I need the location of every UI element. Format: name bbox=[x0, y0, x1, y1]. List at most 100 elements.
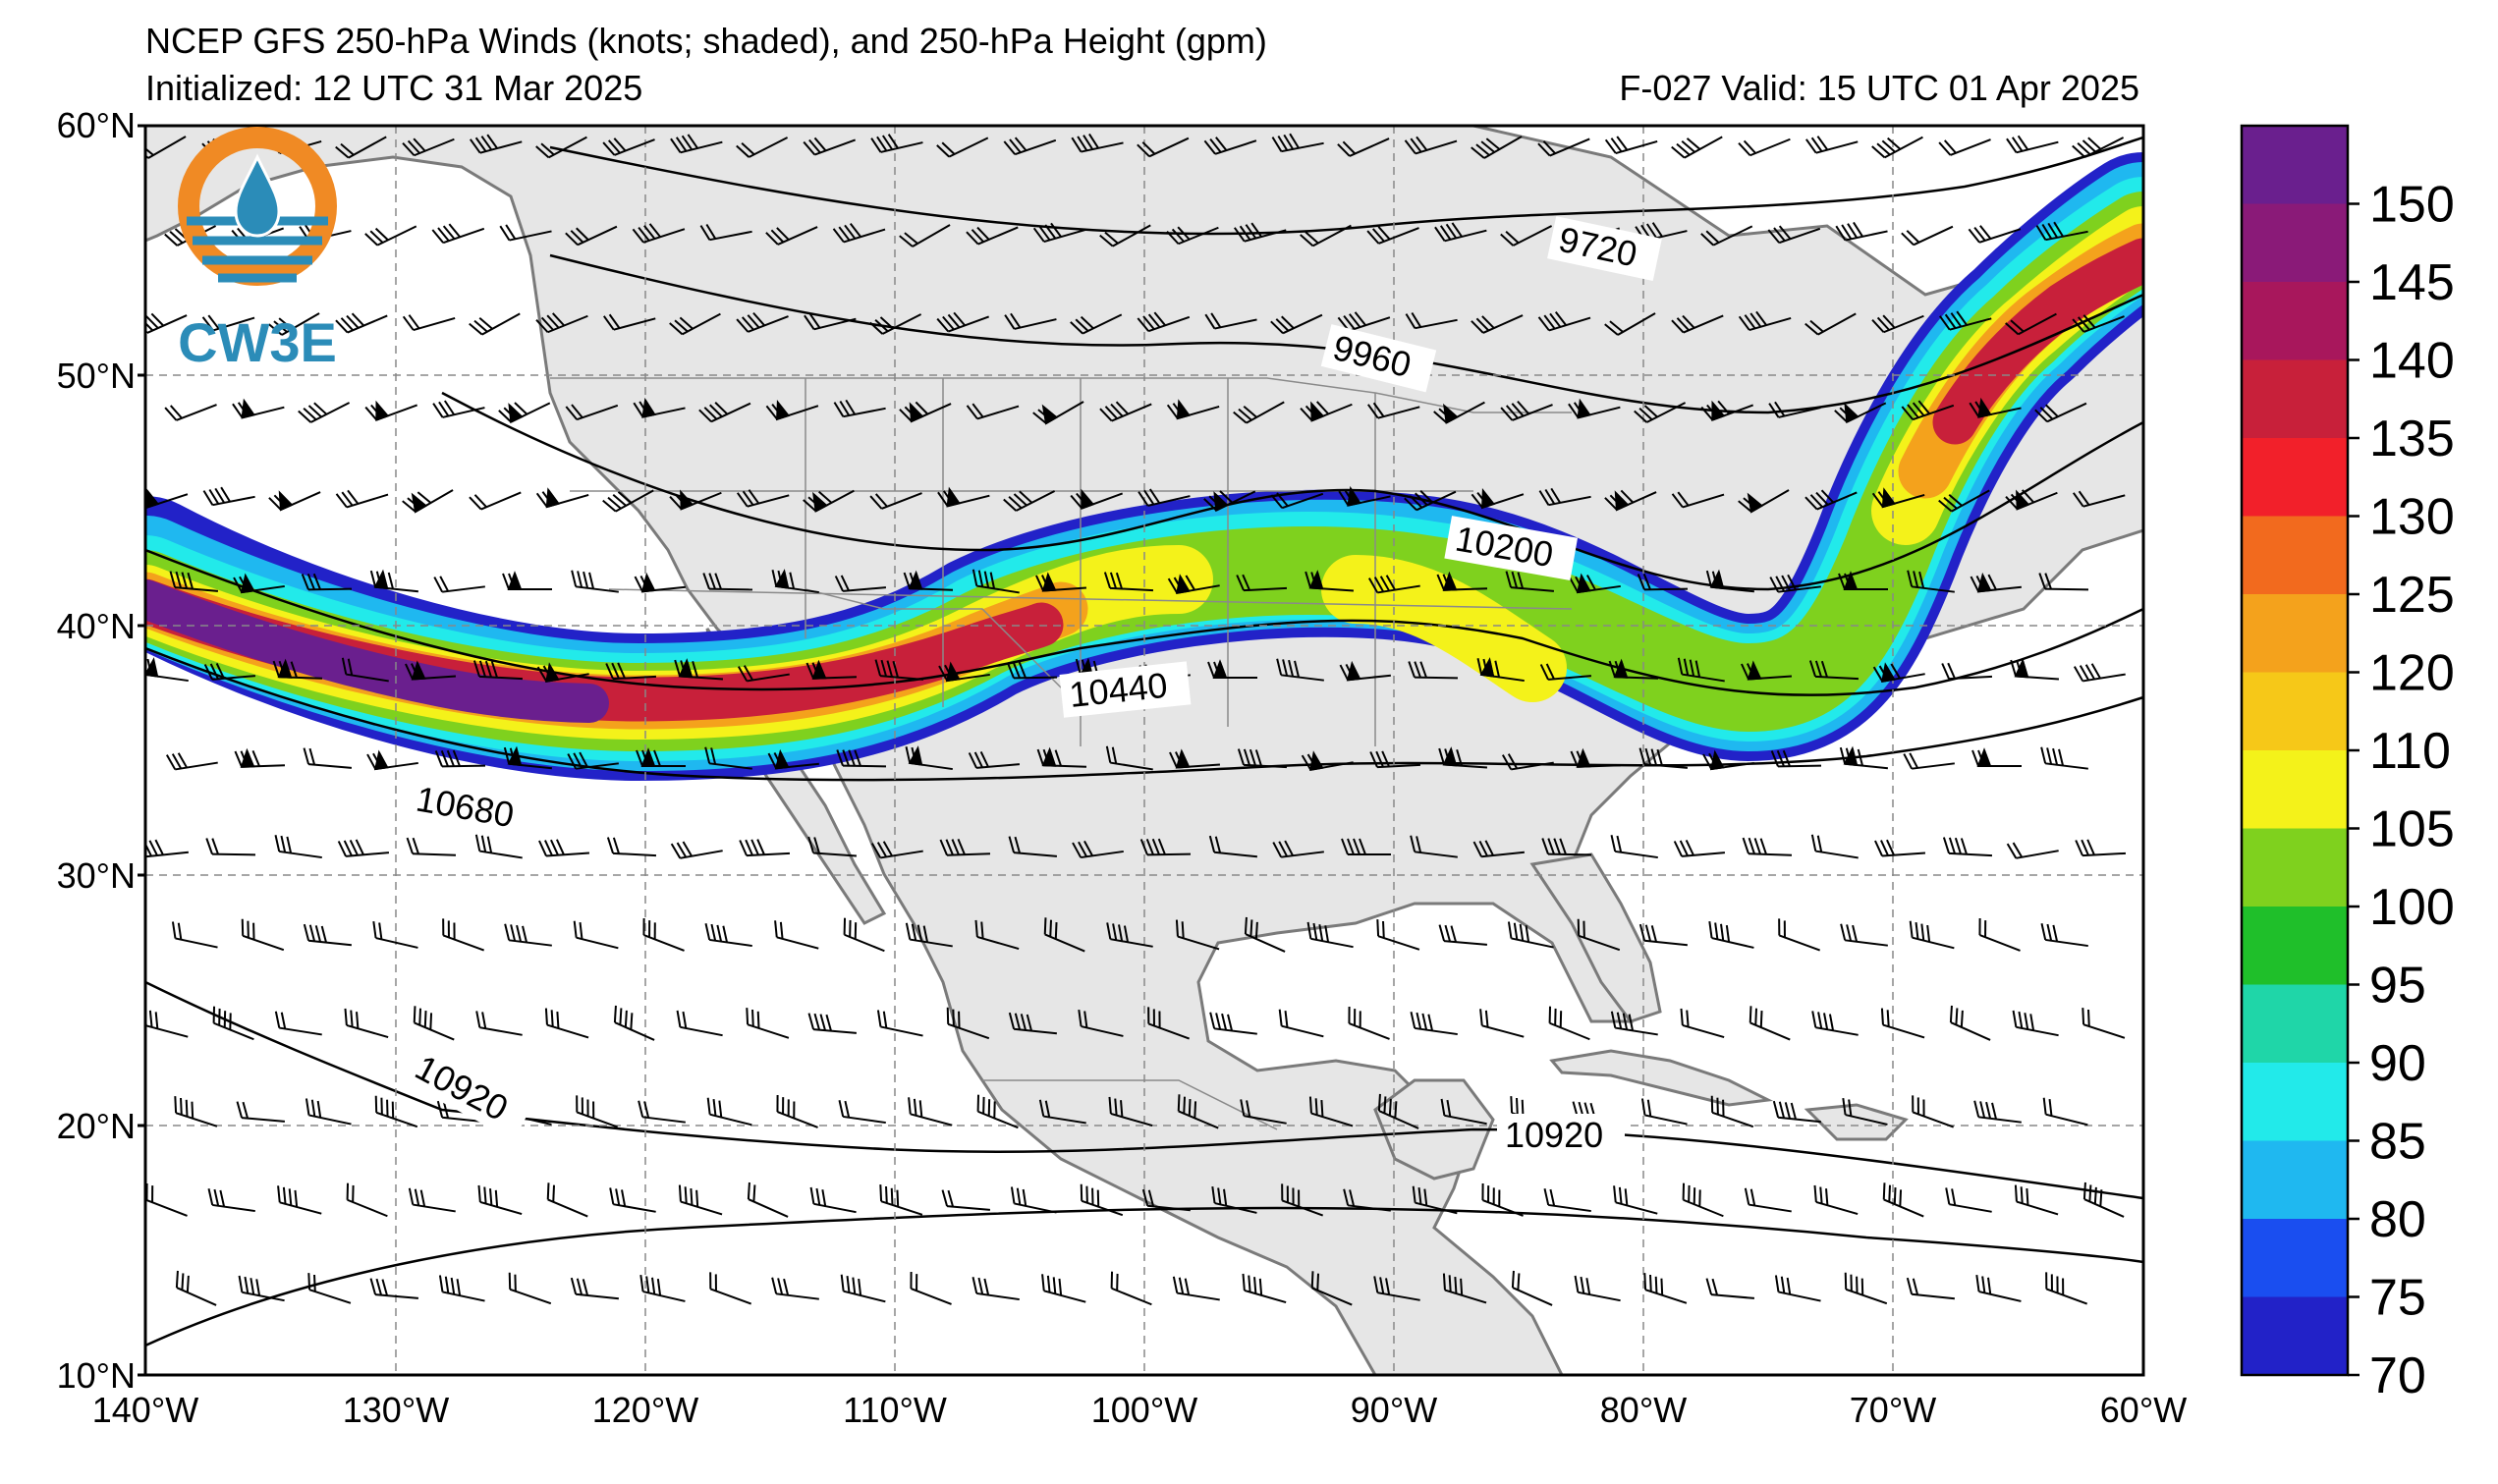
wind-barb bbox=[341, 657, 389, 683]
colorbar-swatch bbox=[2242, 1219, 2348, 1297]
wind-barb bbox=[1209, 1012, 1257, 1035]
wind-barb bbox=[678, 1184, 723, 1216]
height-contours bbox=[145, 136, 2143, 1347]
wind-barb bbox=[2040, 746, 2088, 770]
wind-barb bbox=[432, 400, 485, 418]
wind-barb bbox=[169, 571, 219, 592]
wind-barb bbox=[876, 1010, 923, 1037]
wind-barb bbox=[1813, 1184, 1859, 1216]
wind-barb bbox=[498, 402, 551, 424]
wind-barb bbox=[840, 1274, 886, 1303]
contour-10200 bbox=[441, 391, 2143, 591]
wind-barb bbox=[2082, 1182, 2125, 1218]
wind-barb bbox=[836, 749, 887, 768]
colorbar: 150 145 140 135 130 125 120 110 105 100 95 90 85 80 75… bbox=[2240, 124, 2455, 1404]
wind-barb bbox=[874, 659, 924, 681]
wind-barb bbox=[1436, 571, 1488, 591]
wind-barb bbox=[364, 400, 418, 421]
wind-barb bbox=[1137, 137, 1190, 158]
wind-barb bbox=[1471, 488, 1525, 510]
wind-barb bbox=[438, 1275, 485, 1302]
wind-barb bbox=[1270, 313, 1323, 335]
wind-barb bbox=[1505, 571, 1555, 592]
wind-barb bbox=[1366, 226, 1419, 245]
wind-barb bbox=[2075, 839, 2127, 857]
wind-barb bbox=[1835, 221, 1888, 242]
wind-barb bbox=[1570, 747, 1622, 768]
wind-barb bbox=[1973, 1100, 2022, 1124]
wind-barb bbox=[1177, 1094, 1219, 1129]
wind-barb bbox=[1938, 310, 1992, 331]
wind-barb bbox=[1742, 837, 1793, 856]
wind-barb bbox=[602, 489, 654, 513]
wind-barb bbox=[1741, 660, 1793, 681]
lat-label-60n: 60°N bbox=[57, 105, 136, 145]
wind-barb bbox=[1305, 570, 1355, 592]
wind-barb bbox=[1339, 660, 1391, 682]
lon-label-100w: 100°W bbox=[1091, 1390, 1197, 1430]
contour-10440 bbox=[145, 548, 2143, 696]
wind-barb bbox=[642, 918, 685, 952]
wind-barb bbox=[1166, 226, 1219, 246]
wind-barb bbox=[905, 745, 953, 771]
yucatan-peninsula bbox=[1373, 1078, 1495, 1181]
wind-barb bbox=[879, 1184, 923, 1216]
wind-barb bbox=[570, 1277, 619, 1300]
wind-barb bbox=[499, 224, 552, 242]
jet-band-145 bbox=[145, 579, 609, 723]
wind-barb bbox=[335, 136, 387, 159]
wind-barbs bbox=[145, 133, 2127, 1306]
wind-barb bbox=[1167, 574, 1220, 595]
wind-barb bbox=[405, 660, 457, 681]
wind-barb bbox=[1348, 1007, 1390, 1040]
wind-barb bbox=[1367, 575, 1420, 594]
wind-barb bbox=[205, 838, 256, 856]
wind-barb bbox=[1408, 661, 1459, 680]
wind-barb bbox=[1270, 492, 1324, 510]
colorbar-label: 95 bbox=[2369, 958, 2426, 1015]
wind-barb bbox=[238, 1275, 285, 1302]
wind-barb bbox=[699, 223, 752, 242]
lat-label-50n: 50°N bbox=[57, 356, 136, 396]
latitude-labels: 60°N 50°N 40°N 30°N 20°N 10°N bbox=[57, 105, 136, 1396]
wind-barb bbox=[1410, 835, 1458, 858]
wind-barb bbox=[503, 745, 552, 770]
wind-barb bbox=[1610, 835, 1658, 859]
wind-barb bbox=[2042, 1097, 2088, 1127]
wind-barb bbox=[1749, 1006, 1791, 1041]
lon-label-130w: 130°W bbox=[343, 1390, 449, 1430]
colorbar-label: 120 bbox=[2369, 645, 2455, 702]
wind-barb bbox=[706, 1097, 752, 1127]
wind-barb bbox=[472, 660, 524, 681]
wind-barb bbox=[1070, 488, 1124, 510]
wind-barb bbox=[1634, 402, 1687, 423]
wind-barb bbox=[1700, 225, 1753, 247]
wind-barb bbox=[1638, 747, 1689, 769]
colorbar-swatch bbox=[2242, 282, 2348, 360]
wind-barb bbox=[1978, 918, 2021, 952]
wind-barb bbox=[1903, 752, 1955, 770]
wind-barb bbox=[966, 403, 1020, 420]
wind-barb bbox=[165, 752, 218, 771]
wind-barb bbox=[504, 923, 552, 947]
wind-barb bbox=[1070, 313, 1123, 335]
wind-barb bbox=[1568, 398, 1621, 419]
wind-barb bbox=[2006, 842, 2059, 859]
wind-barb bbox=[1240, 1099, 1287, 1125]
lat-label-20n: 20°N bbox=[57, 1106, 136, 1146]
wind-barb bbox=[1500, 225, 1553, 247]
colorbar-swatch bbox=[2242, 516, 2348, 595]
wind-barb bbox=[1281, 1183, 1324, 1217]
wind-barb bbox=[145, 839, 189, 858]
wind-barb bbox=[364, 225, 417, 247]
wind-barb bbox=[1507, 921, 1554, 949]
wind-barb bbox=[236, 1101, 286, 1123]
wind-barb bbox=[2012, 1010, 2059, 1037]
colorbar-label: 130 bbox=[2369, 489, 2455, 546]
wind-barb bbox=[899, 401, 952, 423]
wind-barb bbox=[145, 657, 189, 683]
wind-barb bbox=[298, 402, 351, 423]
wind-barb bbox=[946, 1007, 990, 1040]
wind-barb bbox=[1404, 490, 1457, 512]
wind-barb bbox=[1337, 137, 1390, 157]
